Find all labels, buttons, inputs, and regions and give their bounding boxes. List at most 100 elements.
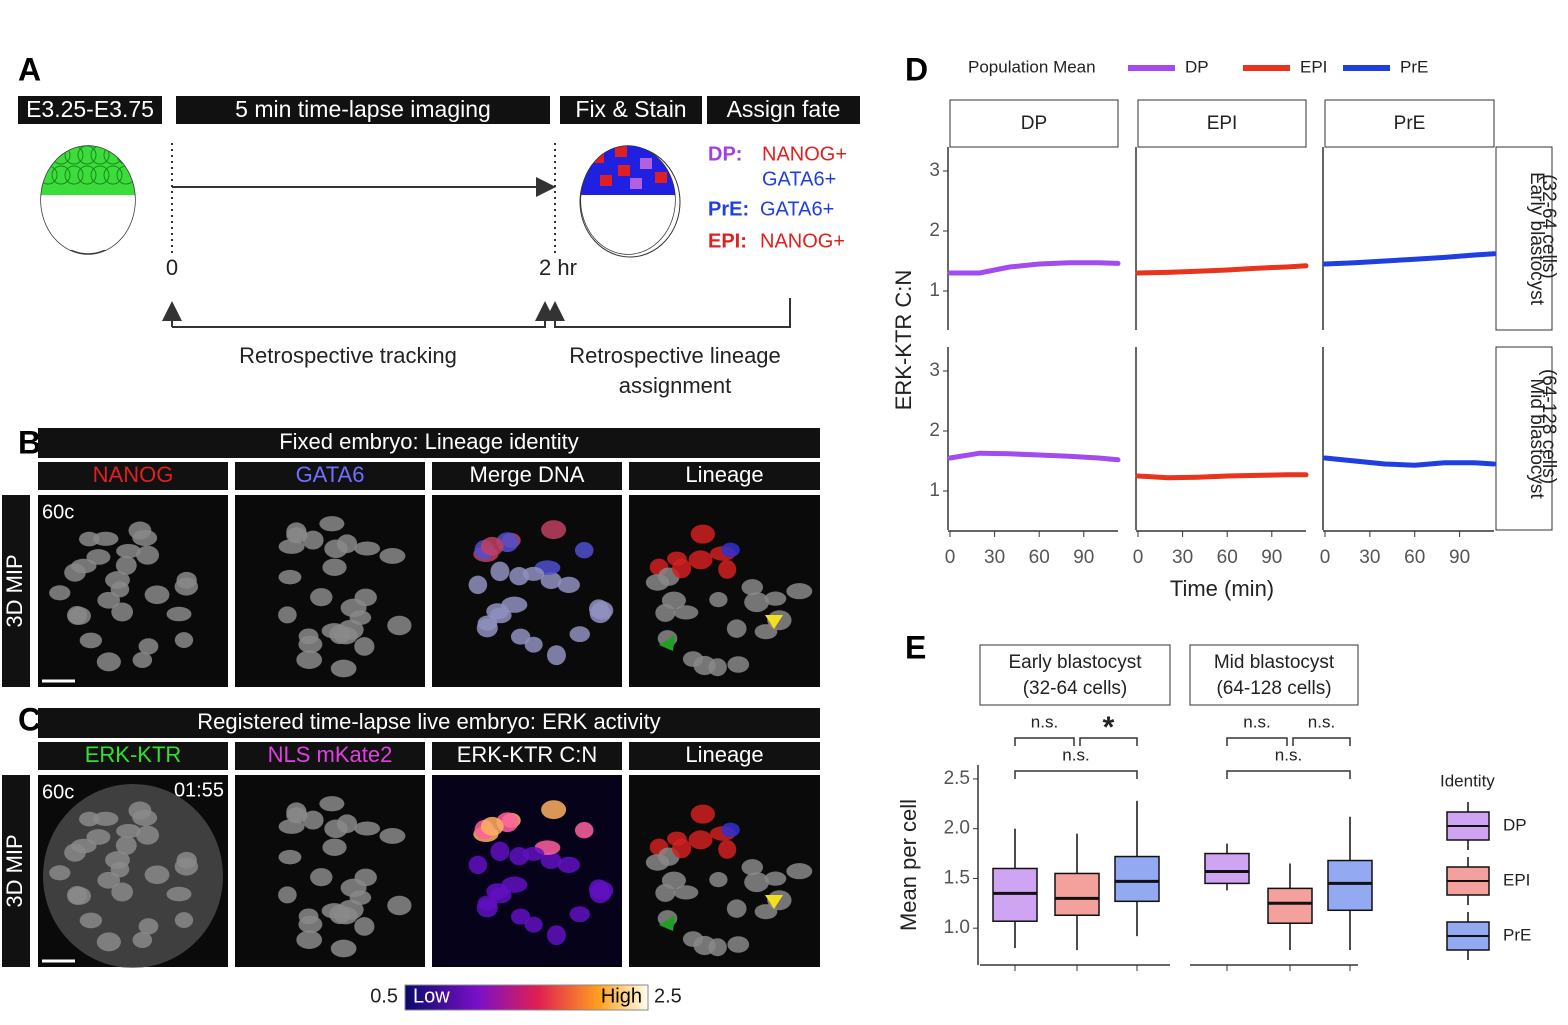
nucleus [336, 814, 358, 834]
nucleus [741, 579, 764, 596]
y-axis-title: ERK-KTR C:N [891, 270, 916, 411]
sig-label: n.s. [1031, 712, 1058, 731]
nucleus [97, 871, 121, 889]
side-label: 3D MIP [2, 554, 27, 627]
cell [630, 178, 642, 189]
nucleus [174, 857, 199, 876]
facet-label: Early blastocyst [1008, 652, 1142, 673]
nucleus [645, 854, 670, 871]
nucleus [540, 851, 562, 869]
panel-label: A [18, 51, 41, 87]
nucleus [490, 841, 510, 862]
stage-box [560, 96, 702, 124]
box [1204, 852, 1250, 885]
nucleus [501, 876, 528, 893]
x-tick-label: 30 [984, 547, 1005, 568]
nucleus [541, 800, 567, 820]
nucleus [655, 883, 676, 902]
nucleus [92, 811, 119, 826]
nucleus [144, 585, 170, 605]
cap-rim [41, 195, 135, 250]
mean-line [1322, 251, 1497, 267]
facet-strip [1189, 644, 1359, 706]
x-tick-label: 30 [1359, 547, 1380, 568]
nucleus [540, 571, 562, 589]
nucleus [557, 856, 580, 874]
nucleus [298, 908, 319, 925]
nucleus [569, 906, 590, 923]
micrograph [432, 775, 622, 967]
nucleus [68, 886, 91, 905]
nucleus [468, 855, 488, 875]
nucleus [278, 569, 302, 585]
mean-line [1135, 263, 1309, 276]
sig-bracket [1226, 770, 1351, 779]
nucleus [132, 651, 153, 668]
nucleus [105, 571, 130, 589]
nucleus [480, 536, 504, 556]
nucleus [354, 821, 381, 836]
legend-label: EPI [1503, 870, 1530, 889]
nucleus [480, 816, 504, 836]
y-tick-label: 3 [929, 360, 940, 381]
nucleus [379, 548, 406, 564]
nucleus [71, 838, 97, 854]
column-label: GATA6 [296, 462, 365, 487]
nucleus [334, 627, 358, 645]
facet-strip [1324, 99, 1495, 148]
nucleus [278, 819, 305, 834]
sig-bracket [1226, 737, 1288, 746]
nucleus [718, 559, 737, 579]
sig-label: n.s. [1275, 745, 1302, 764]
nucleus [136, 825, 160, 845]
nucleus [138, 918, 159, 935]
nucleus [302, 530, 324, 550]
nucleus [336, 534, 358, 554]
nucleus [744, 592, 770, 613]
nucleus [591, 601, 614, 620]
legend-label: DP [1185, 57, 1209, 76]
nucleus [727, 656, 750, 673]
side-box [2, 495, 30, 687]
x-tick-label: 30 [1172, 547, 1193, 568]
facet-label: (32-64 cells) [1023, 678, 1128, 699]
nucleus [721, 822, 740, 838]
stage-box [18, 96, 162, 124]
nucleus [128, 801, 152, 820]
nucleus [786, 863, 813, 880]
nucleus [726, 619, 747, 638]
row-label: Mid blastocyst [1526, 378, 1547, 499]
legend-title: Identity [1440, 771, 1495, 790]
side-label: 3D MIP [2, 834, 27, 907]
mean-line [1322, 455, 1497, 468]
nucleus [709, 592, 728, 608]
nucleus [726, 899, 747, 918]
y-tick-label: 2.5 [944, 768, 970, 789]
panel-label: B [18, 424, 41, 460]
legend-label: PrE [1503, 925, 1531, 944]
cap [41, 146, 135, 195]
nucleus [510, 628, 531, 645]
nucleus [387, 615, 412, 636]
nucleus [671, 838, 692, 859]
nucleus [764, 591, 787, 606]
y-tick-label: 1 [929, 480, 940, 501]
nucleus [387, 895, 412, 916]
time-label: 2 hr [539, 255, 577, 280]
column-label: ERK-KTR [85, 742, 182, 767]
sig-bracket [1292, 737, 1351, 746]
nucleus [569, 626, 590, 643]
nucleus [673, 885, 699, 900]
box [1114, 855, 1160, 903]
nucleus [671, 558, 692, 579]
row-strip [1495, 146, 1553, 331]
nucleus [510, 908, 531, 925]
column-label: NANOG [93, 462, 174, 487]
y-tick-label: 2 [929, 420, 940, 441]
cell-outline [64, 146, 84, 165]
nucleus [645, 574, 670, 591]
sig-bracket [1014, 737, 1075, 746]
nucleus [574, 822, 594, 839]
sig-bracket [1014, 770, 1138, 779]
nucleus [79, 531, 100, 547]
